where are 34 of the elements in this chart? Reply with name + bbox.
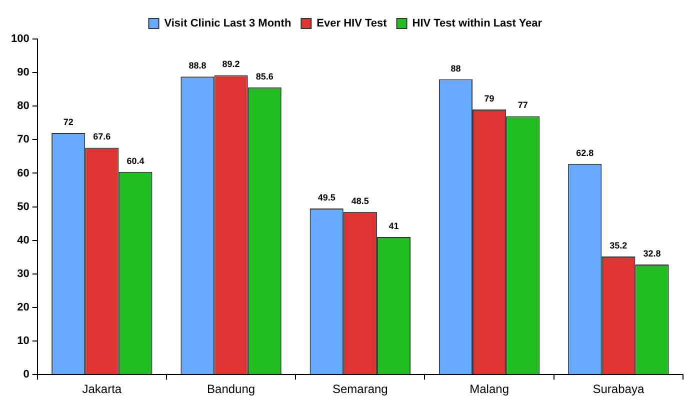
data-label: 88.8 [188,60,206,71]
y-tick-label: 0 [23,368,30,381]
data-label: 60.4 [126,156,144,166]
y-tick-label: 90 [17,66,30,79]
data-label: 49.5 [318,192,336,202]
data-label: 48.5 [351,196,369,206]
y-tick-label: 80 [17,100,30,112]
data-label: 88 [450,63,461,74]
y-tick-label: 50 [17,200,30,213]
data-label: 89.2 [222,59,240,70]
data-label: 32.8 [643,248,661,259]
data-label: 85.6 [256,71,274,82]
x-tick-label: Semarang [332,382,388,396]
legend-label: Ever HIV Test [316,18,388,30]
data-label: 77 [518,100,528,110]
data-label: 79 [484,93,494,104]
y-tick-label: 100 [10,33,30,46]
data-label: 67.6 [93,132,111,142]
data-label: 35.2 [610,240,628,250]
y-tick-label: 10 [17,335,30,348]
legend-label: HIV Test within Last Year [412,18,543,30]
data-label: 72 [63,116,74,127]
y-tick-label: 30 [17,268,30,280]
x-tick-label: Malang [470,382,509,396]
x-tick-label: Jakarta [82,382,122,396]
x-tick-label: Surabaya [592,382,644,396]
legend-label: Visit Clinic Last 3 Month [164,18,292,30]
y-tick-label: 40 [17,234,30,246]
x-tick-label: Bandung [207,382,256,396]
data-label: 62.8 [576,148,594,158]
data-label: 41 [388,220,399,231]
y-tick-label: 60 [17,167,30,180]
y-tick-label: 70 [17,134,30,146]
y-tick-label: 20 [17,302,30,314]
